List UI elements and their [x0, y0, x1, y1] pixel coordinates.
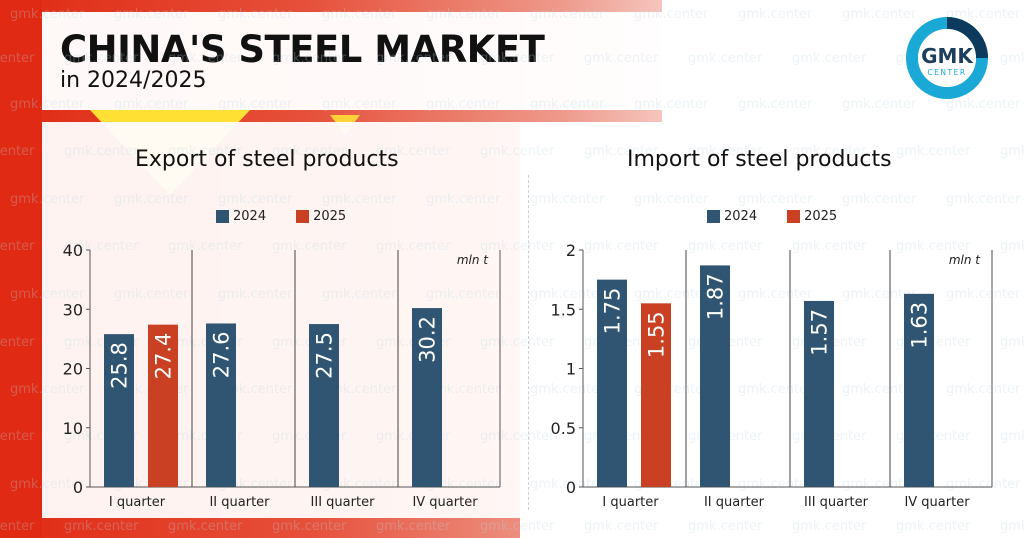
- y-tick-label: 40: [63, 241, 83, 260]
- logo-text-gmk: GMK: [921, 44, 974, 68]
- y-tick-label: 0: [566, 478, 576, 497]
- legend-swatch-2024: [216, 210, 229, 223]
- x-tick-label: IV quarter: [904, 495, 970, 510]
- bar-2024-2: [700, 265, 730, 487]
- bar-2024-4: [412, 308, 442, 487]
- y-tick-label: 0.5: [551, 419, 576, 438]
- y-tick-label: 30: [63, 300, 83, 319]
- bar-2024-3: [804, 300, 834, 487]
- x-tick-label: I quarter: [602, 495, 659, 510]
- import-chart-legend: 2024 2025: [707, 209, 867, 224]
- y-tick-label: 2: [566, 241, 576, 260]
- y-tick-label: 20: [63, 360, 83, 379]
- logo-ring-accent: [946, 17, 988, 59]
- bar-value-label: 27.5: [313, 332, 337, 379]
- legend-item-2024: 2024: [707, 209, 757, 224]
- x-tick-label: II quarter: [704, 495, 765, 510]
- legend-label-2025: 2025: [313, 209, 347, 224]
- y-tick-label: 1: [566, 360, 576, 379]
- bar-value-label: 27.4: [152, 333, 176, 380]
- export-chart-legend: 2024 2025: [216, 209, 376, 224]
- bar-2025-1: [641, 303, 671, 487]
- bar-2025-1: [148, 324, 178, 487]
- x-tick-label: III quarter: [804, 495, 869, 510]
- y-tick-label: 1.5: [551, 300, 576, 319]
- legend-swatch-2024: [707, 210, 720, 223]
- y-tick-label: 0: [73, 478, 83, 497]
- legend-label-2024: 2024: [233, 209, 267, 224]
- bar-value-label: 30.2: [416, 316, 440, 363]
- x-tick-label: IV quarter: [412, 495, 478, 510]
- bar-2024-1: [597, 279, 627, 487]
- bar-value-label: 25.8: [108, 342, 132, 389]
- x-tick-label: II quarter: [209, 495, 270, 510]
- bar-value-label: 1.63: [908, 302, 932, 349]
- bar-2024-3: [309, 324, 339, 487]
- bar-value-label: 27.6: [210, 331, 234, 378]
- page-subtitle: in 2024/2025: [60, 68, 207, 93]
- bar-value-label: 1.75: [601, 288, 625, 335]
- y-tick-label: 10: [63, 419, 83, 438]
- legend-label-2025: 2025: [804, 209, 838, 224]
- export-chart-title: Export of steel products: [135, 147, 399, 172]
- gmk-center-logo: GMK CENTER: [906, 17, 988, 99]
- charts-divider: [528, 175, 529, 510]
- logo-text-center: CENTER: [927, 68, 966, 77]
- bar-value-label: 1.55: [645, 311, 669, 358]
- unit-label: mln t: [457, 253, 489, 267]
- legend-item-2025: 2025: [296, 209, 346, 224]
- legend-swatch-2025: [296, 210, 310, 223]
- bar-value-label: 1.87: [704, 273, 728, 320]
- bar-2024-2: [206, 323, 236, 487]
- legend-label-2024: 2024: [724, 209, 758, 224]
- bar-2024-1: [104, 334, 134, 487]
- page-title: CHINA'S STEEL MARKET: [60, 28, 545, 71]
- red-side-bar: [0, 0, 42, 538]
- legend-item-2024: 2024: [216, 209, 266, 224]
- bar-2024-4: [904, 293, 934, 487]
- x-tick-label: III quarter: [311, 495, 376, 510]
- legend-swatch-2025: [787, 210, 801, 223]
- header-panel: [42, 12, 662, 110]
- import-chart-title: Import of steel products: [627, 147, 892, 172]
- legend-item-2025: 2025: [787, 209, 837, 224]
- bar-value-label: 1.57: [808, 309, 832, 356]
- x-tick-label: I quarter: [109, 495, 166, 510]
- unit-label: mln t: [949, 253, 981, 267]
